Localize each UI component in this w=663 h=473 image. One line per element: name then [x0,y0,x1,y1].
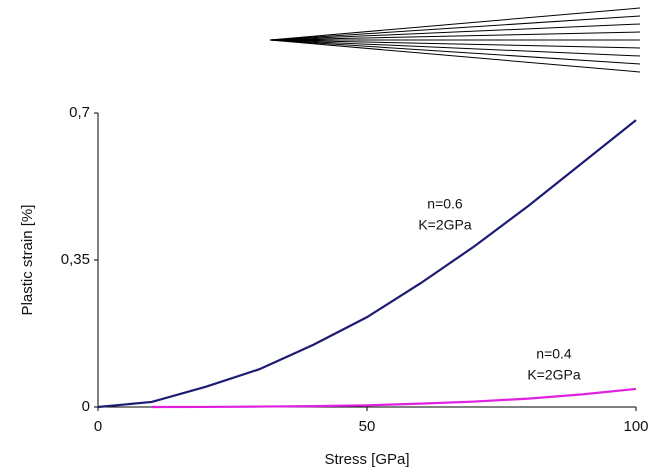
x-axis-label: Stress [GPa] [324,451,409,468]
y-axis-label: Plastic strain [%] [19,205,36,316]
series-line [151,387,637,409]
x-tick-label: 50 [359,418,376,435]
annotation: n=0.6 [427,196,463,212]
y-tick-label: 0 [82,398,90,415]
y-tick-label: 0,35 [61,251,90,268]
annotation: n=0.4 [536,346,572,362]
x-tick-label: 100 [623,418,648,435]
fan-decoration [269,7,641,73]
annotation: K=2GPa [527,367,581,383]
y-tick-label: 0,7 [69,104,90,121]
series-line [97,119,637,409]
x-tick-label: 0 [94,418,102,435]
annotation: K=2GPa [418,217,472,233]
